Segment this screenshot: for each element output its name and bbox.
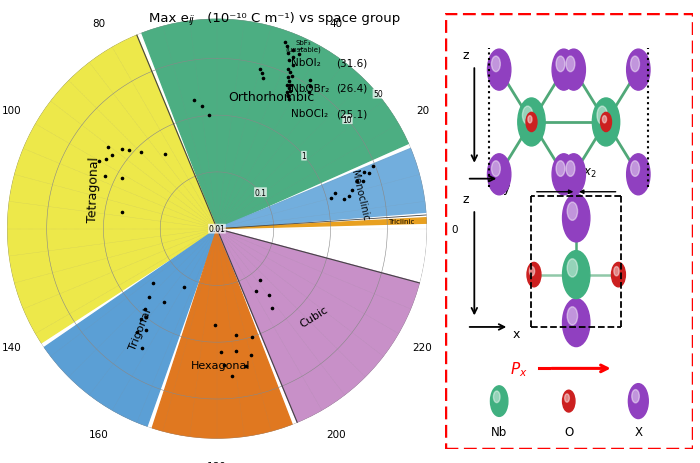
Circle shape xyxy=(632,390,639,403)
Text: Nb: Nb xyxy=(491,425,508,438)
Circle shape xyxy=(631,162,640,177)
Text: 10: 10 xyxy=(343,115,352,125)
Text: 50: 50 xyxy=(373,90,383,99)
Text: Trigonal: Trigonal xyxy=(127,307,153,351)
Circle shape xyxy=(566,57,575,73)
Circle shape xyxy=(518,99,545,147)
Circle shape xyxy=(612,263,625,287)
Text: x: x xyxy=(513,327,520,340)
Text: NbOI₂: NbOI₂ xyxy=(290,58,321,68)
Circle shape xyxy=(556,162,565,177)
Circle shape xyxy=(614,267,619,276)
Text: 0.01: 0.01 xyxy=(209,225,225,234)
Text: 80: 80 xyxy=(92,19,105,29)
Text: Max e: Max e xyxy=(149,12,189,25)
Text: Tetragonal: Tetragonal xyxy=(85,156,101,222)
Polygon shape xyxy=(152,229,293,439)
Text: 40: 40 xyxy=(329,19,342,29)
Polygon shape xyxy=(217,149,426,229)
Text: Cubic: Cubic xyxy=(298,304,330,329)
Polygon shape xyxy=(44,229,217,427)
Text: $P_x$: $P_x$ xyxy=(510,359,528,378)
Circle shape xyxy=(527,263,541,287)
Text: 20: 20 xyxy=(416,106,429,116)
Text: $x_1 > x_2$: $x_1 > x_2$ xyxy=(556,165,596,179)
Circle shape xyxy=(565,394,569,402)
Polygon shape xyxy=(141,19,409,229)
Text: X: X xyxy=(634,425,643,438)
Circle shape xyxy=(601,113,612,132)
Text: ij: ij xyxy=(189,15,195,25)
Circle shape xyxy=(526,113,537,132)
Polygon shape xyxy=(217,218,427,229)
Circle shape xyxy=(528,116,532,124)
Text: 100: 100 xyxy=(1,106,21,116)
Text: y: y xyxy=(503,181,510,194)
Text: 220: 220 xyxy=(412,343,433,352)
Circle shape xyxy=(629,384,648,419)
Circle shape xyxy=(491,386,508,417)
Circle shape xyxy=(562,50,585,91)
Text: 140: 140 xyxy=(1,343,22,352)
Circle shape xyxy=(529,267,535,276)
Text: (31.6): (31.6) xyxy=(336,58,368,68)
Circle shape xyxy=(491,162,500,177)
Circle shape xyxy=(563,251,590,299)
Text: SbF₃
(unstable): SbF₃ (unstable) xyxy=(286,39,321,53)
Text: z: z xyxy=(463,193,469,206)
Circle shape xyxy=(626,155,650,195)
Text: 160: 160 xyxy=(88,429,108,439)
Text: Monoclinic: Monoclinic xyxy=(349,169,370,221)
Circle shape xyxy=(597,107,608,125)
Text: O: O xyxy=(564,425,573,438)
Polygon shape xyxy=(7,36,217,343)
Circle shape xyxy=(487,50,511,91)
Text: 0: 0 xyxy=(451,224,458,234)
Circle shape xyxy=(522,107,533,125)
Circle shape xyxy=(566,162,575,177)
Text: 180: 180 xyxy=(207,461,227,463)
Text: 1: 1 xyxy=(302,152,307,161)
Text: 0.1: 0.1 xyxy=(255,188,267,197)
Text: 200: 200 xyxy=(326,429,346,439)
Circle shape xyxy=(487,155,511,195)
Text: (25.1): (25.1) xyxy=(336,109,368,119)
Text: (26.4): (26.4) xyxy=(336,83,368,94)
Polygon shape xyxy=(217,229,420,423)
Circle shape xyxy=(626,50,650,91)
Circle shape xyxy=(567,259,577,277)
Circle shape xyxy=(556,57,565,73)
Text: (10⁻¹⁰ C m⁻¹) vs space group: (10⁻¹⁰ C m⁻¹) vs space group xyxy=(203,12,400,25)
Circle shape xyxy=(562,155,585,195)
Text: NbOBr₂: NbOBr₂ xyxy=(290,83,329,94)
Text: Hexagonal: Hexagonal xyxy=(191,360,251,370)
Circle shape xyxy=(567,307,577,325)
Circle shape xyxy=(567,203,577,221)
Circle shape xyxy=(552,155,575,195)
Circle shape xyxy=(563,194,590,243)
Circle shape xyxy=(552,50,575,91)
Text: z: z xyxy=(463,49,469,62)
Text: Triclinic: Triclinic xyxy=(389,219,415,225)
Circle shape xyxy=(563,390,575,412)
Circle shape xyxy=(631,57,640,73)
Circle shape xyxy=(494,391,500,403)
Text: NbOCl₂: NbOCl₂ xyxy=(290,109,328,119)
Circle shape xyxy=(592,99,620,147)
Text: Orthorhombic: Orthorhombic xyxy=(228,91,315,104)
Circle shape xyxy=(563,299,590,347)
Circle shape xyxy=(491,57,500,73)
Circle shape xyxy=(603,116,607,124)
